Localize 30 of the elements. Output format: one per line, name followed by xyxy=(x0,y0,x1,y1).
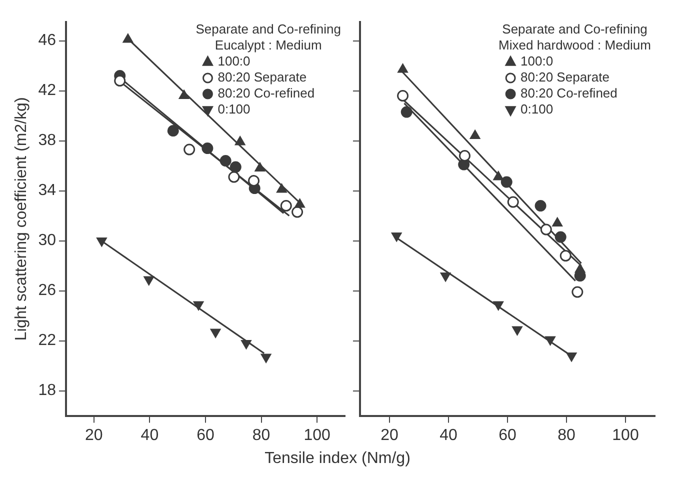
y-tick-label: 30 xyxy=(38,232,56,250)
legend-label: 100:0 xyxy=(520,54,554,69)
y-tick-label: 22 xyxy=(38,332,56,350)
y-tick-label: 42 xyxy=(38,82,56,100)
legend-title: Separate and Co-refining Eucalypt : Medium xyxy=(196,22,342,53)
y-tick-label: 46 xyxy=(38,32,56,50)
x-tick-label: 80 xyxy=(252,426,270,444)
y-axis-title: Light scattering coefficient (m2/kg) xyxy=(13,97,30,341)
x-tick-label: 20 xyxy=(380,426,398,444)
legend-label: 80:20 Co-refined xyxy=(520,86,618,101)
x-axis-title: Tensile index (Nm/g) xyxy=(264,450,412,468)
x-tick-label: 20 xyxy=(85,426,103,444)
legend-label: 80:20 Separate xyxy=(520,70,610,85)
x-tick-label: 60 xyxy=(196,426,214,444)
legend-title: Separate and Co-refining Mixed hardwood : Medium xyxy=(498,22,652,53)
y-tick-label: 26 xyxy=(38,282,56,300)
legend-label: 0:100 xyxy=(218,102,250,117)
legend-label: 100:0 xyxy=(218,54,250,69)
legend-label: 80:20 Co-refined xyxy=(218,86,315,101)
y-tick-label: 18 xyxy=(38,382,56,400)
x-tick-label: 40 xyxy=(440,426,458,444)
y-tick-label: 38 xyxy=(38,132,56,150)
legend-label: 80:20 Separate xyxy=(218,70,307,85)
x-tick-label: 40 xyxy=(140,426,159,444)
y-tick-label: 34 xyxy=(38,182,56,200)
legend-label: 0:100 xyxy=(520,102,554,117)
x-tick-label: 80 xyxy=(558,426,576,444)
x-tick-label: 60 xyxy=(498,426,516,444)
x-tick-label: 100 xyxy=(304,426,331,444)
x-tick-label: 100 xyxy=(612,426,639,444)
